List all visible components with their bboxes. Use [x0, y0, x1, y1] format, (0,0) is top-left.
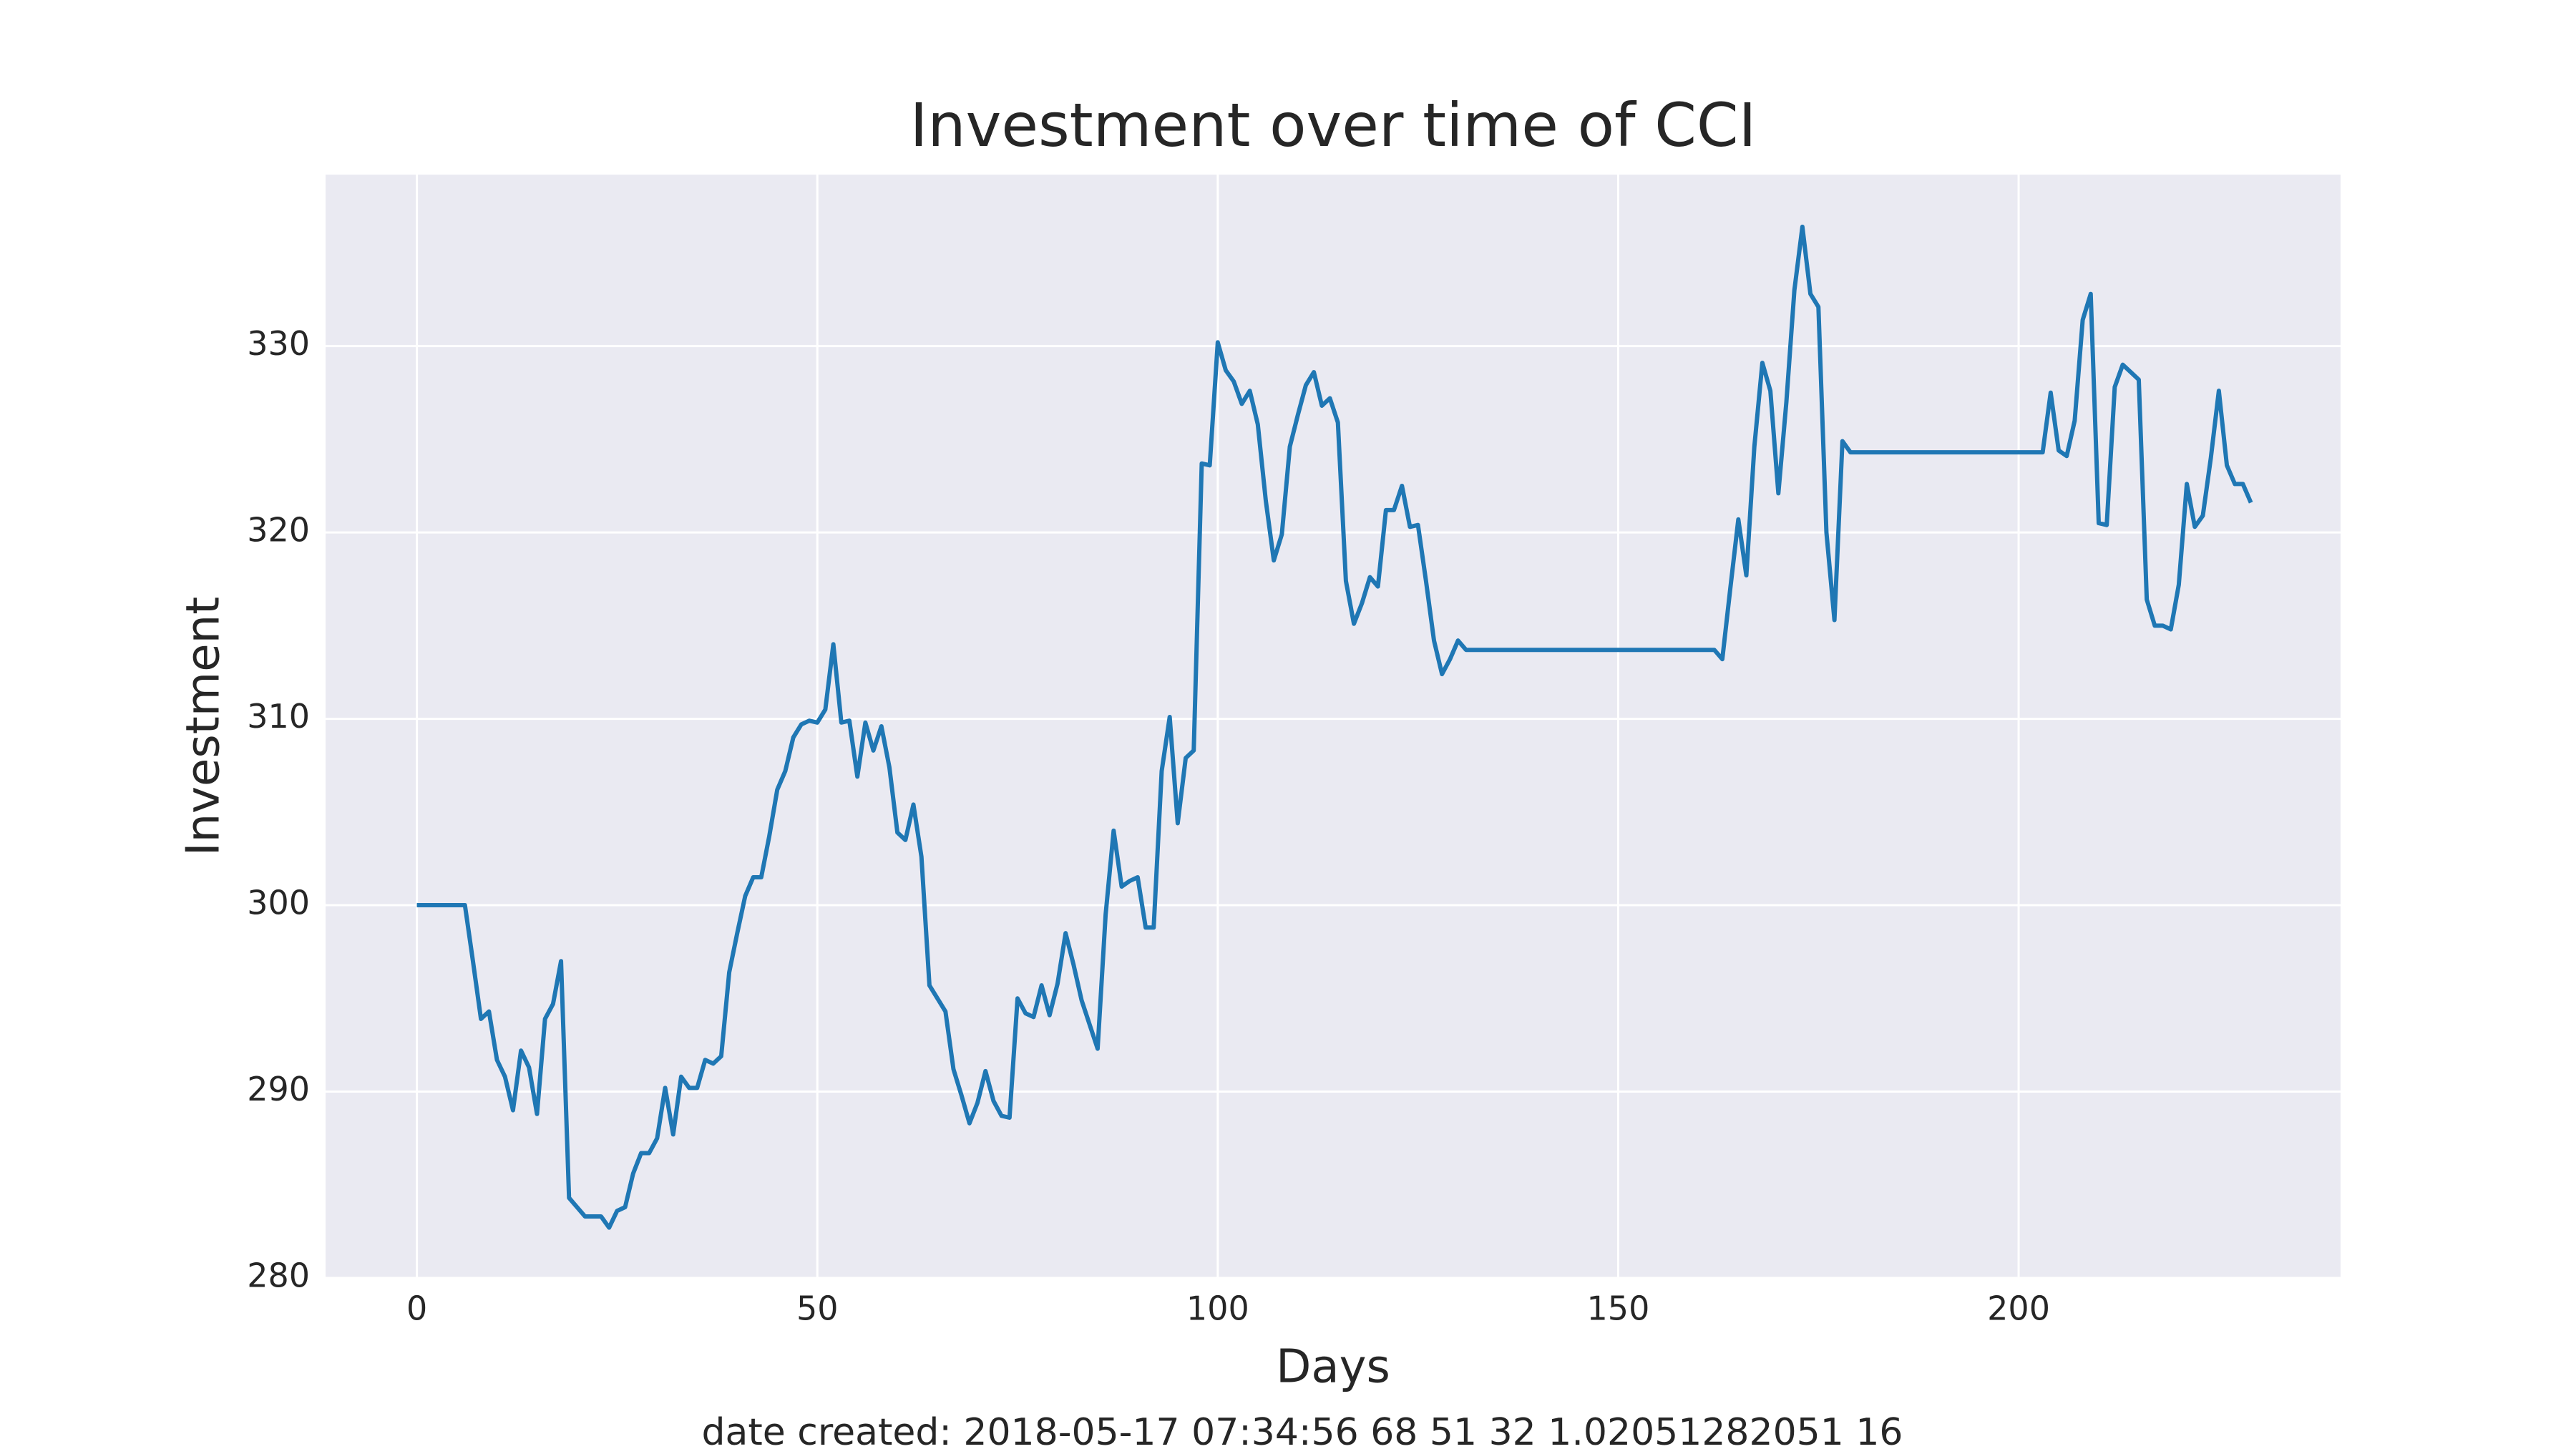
y-tick-label: 310: [247, 697, 310, 736]
chart-title: Investment over time of CCI: [910, 90, 1757, 160]
x-axis-label: Days: [1276, 1341, 1390, 1394]
y-tick-label: 330: [247, 324, 310, 363]
x-tick-label: 200: [1987, 1289, 2050, 1328]
y-tick-label: 280: [247, 1257, 310, 1295]
x-tick-label: 0: [406, 1289, 427, 1328]
y-tick-label: 300: [247, 884, 310, 922]
y-tick-label: 290: [247, 1070, 310, 1108]
x-tick-label: 50: [796, 1289, 839, 1328]
y-tick-label: 320: [247, 511, 310, 550]
plot-area: [326, 175, 2341, 1278]
footer-note: date created: 2018-05-17 07:34:56 68 51 …: [701, 1411, 1903, 1449]
data-line: [416, 224, 2253, 1230]
x-tick-label: 150: [1587, 1289, 1650, 1328]
x-tick-label: 100: [1186, 1289, 1249, 1328]
y-axis-label: Investment: [177, 597, 230, 857]
